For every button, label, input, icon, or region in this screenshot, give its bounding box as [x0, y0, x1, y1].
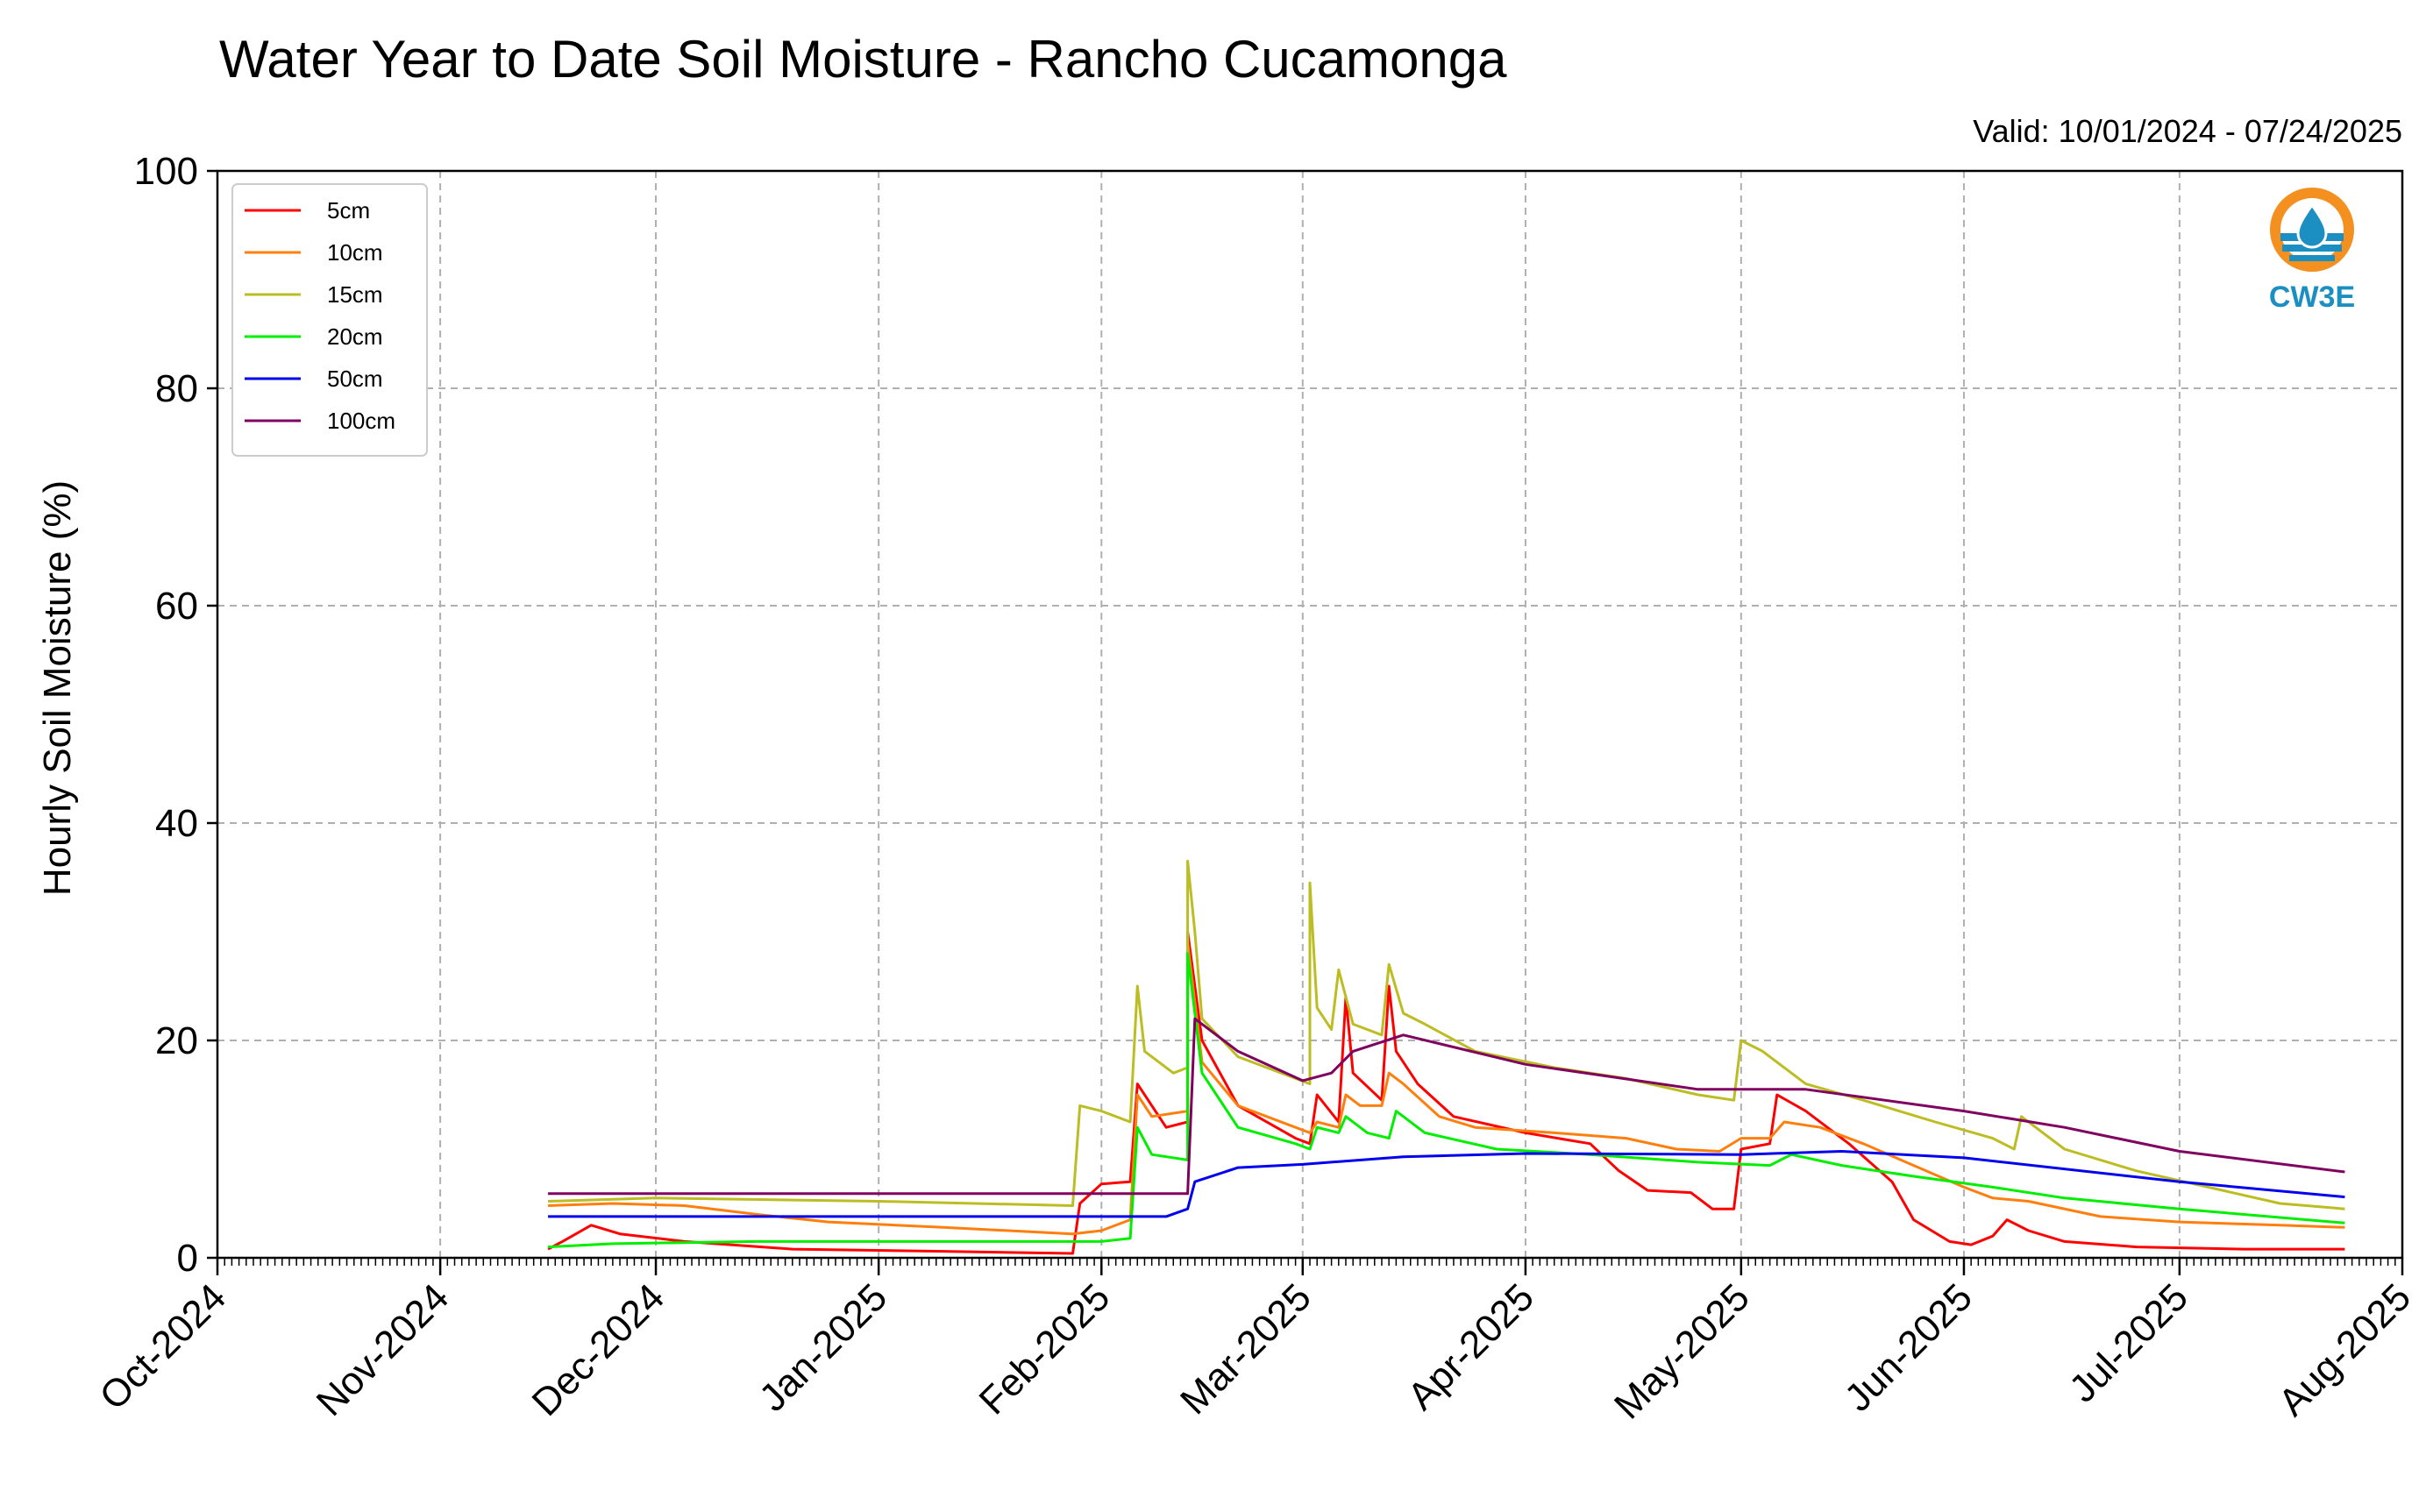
y-tick-label: 60	[155, 585, 198, 628]
chart-title: Water Year to Date Soil Moisture - Ranch…	[219, 30, 1507, 89]
x-tick-label: Mar-2025	[1172, 1275, 1320, 1423]
y-tick-label: 80	[155, 367, 198, 410]
series-line-15cm	[548, 859, 2345, 1210]
y-tick-label: 0	[177, 1237, 198, 1280]
series-line-10cm	[548, 941, 2345, 1236]
x-tick-label: May-2025	[1606, 1275, 1758, 1427]
x-tick-label: Jun-2025	[1837, 1275, 1981, 1419]
logo-wave-3	[2289, 255, 2335, 261]
grid	[217, 170, 2403, 1259]
legend-entry: 50cm	[327, 366, 383, 392]
legend-entry: 100cm	[327, 408, 395, 434]
legend-entry: 15cm	[327, 281, 383, 308]
logo-text: CW3E	[2269, 280, 2355, 314]
y-tick-label: 20	[155, 1019, 198, 1062]
x-tick-label: Nov-2024	[309, 1275, 458, 1424]
x-tick-label: Aug-2025	[2270, 1275, 2419, 1424]
y-axis-label: Hourly Soil Moisture (%)	[36, 480, 79, 896]
plot-area-frame	[216, 169, 2404, 1260]
x-tick-label: Dec-2024	[524, 1275, 673, 1424]
legend-entry: 20cm	[327, 323, 383, 350]
y-tick-label: 100	[134, 150, 198, 193]
y-tick-label: 40	[155, 802, 198, 845]
legend-entry: 5cm	[327, 197, 370, 224]
series-line-5cm	[547, 930, 2345, 1255]
series-line-100cm	[548, 1017, 2345, 1196]
series-line-20cm	[548, 952, 2345, 1249]
series-line-50cm	[548, 1150, 2345, 1218]
legend: 5cm 10cm 15cm 20cm 50cm 100cm	[231, 183, 428, 457]
legend-entry: 10cm	[327, 239, 383, 266]
series-layer	[547, 859, 2345, 1255]
water-drop-icon	[2296, 202, 2328, 249]
x-tick-label: Jan-2025	[751, 1275, 895, 1419]
x-tick-label: Feb-2025	[971, 1275, 1119, 1423]
chart-subtitle-valid-range: Valid: 10/01/2024 - 07/24/2025	[1973, 113, 2402, 149]
x-tick-label: Apr-2025	[1399, 1275, 1542, 1418]
cw3e-logo: CW3E	[2269, 188, 2355, 314]
x-tick-label: Jul-2025	[2061, 1275, 2196, 1410]
x-tick-label: Oct-2024	[91, 1275, 234, 1418]
